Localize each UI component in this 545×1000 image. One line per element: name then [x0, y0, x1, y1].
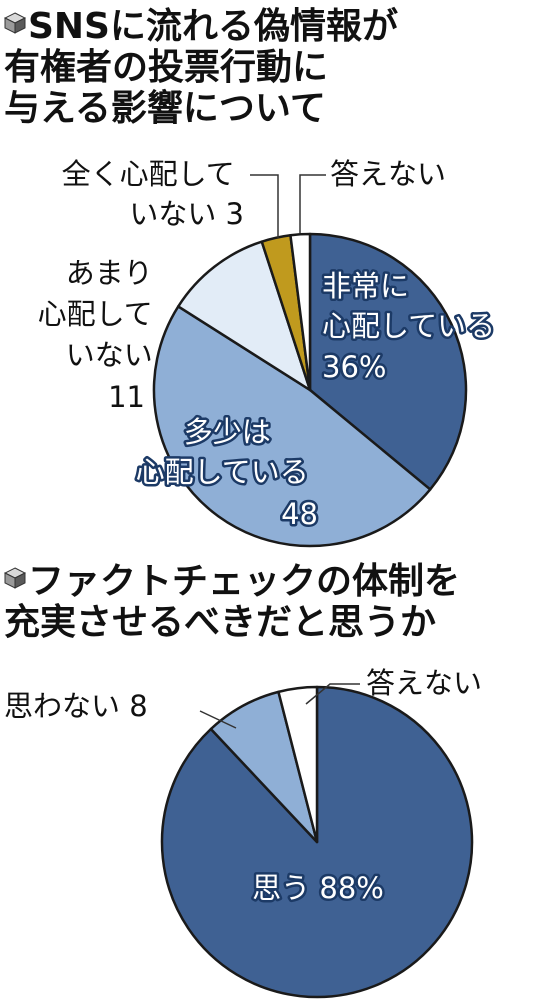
- pie1-label-somewhat-worried-line-2: 心配している: [136, 455, 309, 489]
- pie1-label-very-worried-line-1: 非常に: [322, 269, 409, 303]
- pie1-label-very-worried: 非常に 心配している 36%: [322, 269, 504, 384]
- pie1-label-no-answer-line-1: 答えない: [330, 157, 446, 191]
- pie2-label-no-answer-line-1: 答えない: [366, 666, 482, 700]
- pie2-leader-no: [199, 710, 237, 729]
- pie1-slice-3: [177, 240, 312, 392]
- pie1-leader-no-answer: [299, 174, 326, 233]
- pie1-label-not-very-worried-line-4: 11: [108, 380, 145, 414]
- pie1-label-not-very-worried-line-2: 心配して: [38, 297, 153, 331]
- pie2-slices: [160, 685, 474, 999]
- pie1-label-not-very-worried-line-1: あまり: [66, 256, 153, 290]
- pie1-slice-1: [308, 232, 468, 491]
- pie-chart-2: 思う 88% 思わない 8 答えない: [4, 666, 482, 999]
- pie2-label-no: 思わない 8: [4, 689, 148, 723]
- pie1-slices: [152, 232, 468, 548]
- chart2-title: ファクトチェックの体制を 充実させるべきだと思うか: [4, 561, 460, 643]
- cube-icon: [4, 12, 26, 34]
- pie1-leader-not-at-all: [250, 174, 279, 238]
- pie2-slice-3: [277, 685, 319, 844]
- chart1-title-line-2: 有権者の投票行動に: [4, 47, 329, 88]
- pie1-label-not-at-all-worried-line-1: 全く心配して: [62, 157, 235, 191]
- pie2-label-no-line-1: 思わない 8: [4, 689, 148, 723]
- pie1-label-very-worried-line-3: 36%: [322, 350, 386, 384]
- chart1-title-text-1: SNSに流れる偽情報が: [28, 6, 398, 47]
- pie1-label-not-at-all-worried-line-2: いない 3: [129, 197, 244, 231]
- pie1-slice-2: [152, 305, 432, 548]
- chart2-title-text-1: ファクトチェックの体制を: [28, 561, 461, 602]
- pie2-label-yes-line-1: 思う 88%: [252, 871, 384, 905]
- chart2-title-line-1: ファクトチェックの体制を: [4, 561, 460, 602]
- pie1-label-not-at-all-worried: 全く心配して いない 3: [62, 157, 244, 231]
- pie1-slice-5: [289, 232, 312, 392]
- chart1-title-line-3: 与える影響について: [4, 88, 326, 129]
- pie-chart-1: 非常に 心配している 36% 多少は 心配している 48 あまり 心配して いな…: [38, 157, 504, 548]
- chart1-title: SNSに流れる偽情報が 有権者の投票行動に 与える影響について: [4, 6, 398, 129]
- chart2-title-line-2: 充実させるべきだと思うか: [4, 602, 437, 643]
- pie1-label-no-answer: 答えない: [330, 157, 446, 191]
- pie1-label-not-very-worried: あまり 心配して いない 11: [38, 256, 162, 414]
- pie2-leader-no-answer: [305, 683, 360, 705]
- chart1-title-line-1: SNSに流れる偽情報が: [4, 6, 398, 47]
- cube-icon: [4, 567, 26, 589]
- pie1-label-very-worried-line-2: 心配している: [322, 309, 495, 343]
- pie2-label-yes: 思う 88%: [252, 871, 384, 905]
- pie1-label-somewhat-worried: 多少は 心配している 48: [136, 415, 318, 531]
- pie1-label-somewhat-worried-line-1: 多少は: [184, 415, 271, 449]
- pie1-label-not-very-worried-line-3: いない: [66, 338, 153, 372]
- pie1-label-somewhat-worried-line-3: 48: [281, 497, 318, 531]
- pie2-label-no-answer: 答えない: [366, 666, 482, 700]
